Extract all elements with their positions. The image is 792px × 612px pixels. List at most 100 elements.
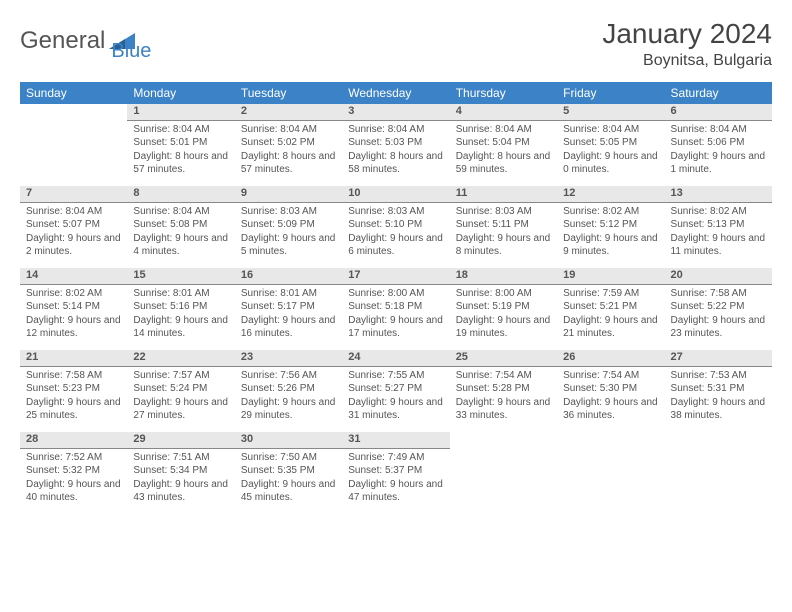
sunrise-line: Sunrise: 7:59 AM (563, 287, 658, 301)
daylight-line: Daylight: 9 hours and 23 minutes. (671, 314, 766, 341)
day-number-cell: 10 (342, 186, 449, 202)
sunrise-line: Sunrise: 8:02 AM (671, 205, 766, 219)
sunrise-line: Sunrise: 8:04 AM (133, 205, 228, 219)
day-content-cell (450, 448, 557, 514)
day-content-row: Sunrise: 7:58 AMSunset: 5:23 PMDaylight:… (20, 366, 772, 432)
day-content-row: Sunrise: 7:52 AMSunset: 5:32 PMDaylight:… (20, 448, 772, 514)
day-number-cell: 23 (235, 350, 342, 366)
day-content-cell: Sunrise: 7:57 AMSunset: 5:24 PMDaylight:… (127, 366, 234, 432)
daylight-line: Daylight: 9 hours and 29 minutes. (241, 396, 336, 423)
day-number-cell: 4 (450, 104, 557, 120)
daylight-line: Daylight: 9 hours and 0 minutes. (563, 150, 658, 177)
day-content-cell: Sunrise: 8:04 AMSunset: 5:04 PMDaylight:… (450, 120, 557, 186)
sunrise-line: Sunrise: 8:00 AM (456, 287, 551, 301)
day-content-cell: Sunrise: 8:04 AMSunset: 5:08 PMDaylight:… (127, 202, 234, 268)
day-number-cell: 14 (20, 268, 127, 284)
daylight-line: Daylight: 8 hours and 59 minutes. (456, 150, 551, 177)
daylight-line: Daylight: 9 hours and 47 minutes. (348, 478, 443, 505)
sunrise-line: Sunrise: 8:04 AM (456, 123, 551, 137)
day-content-cell: Sunrise: 7:56 AMSunset: 5:26 PMDaylight:… (235, 366, 342, 432)
day-content-cell: Sunrise: 7:58 AMSunset: 5:22 PMDaylight:… (665, 284, 772, 350)
sunrise-line: Sunrise: 7:54 AM (456, 369, 551, 383)
calendar-table: Sunday Monday Tuesday Wednesday Thursday… (20, 82, 772, 514)
day-number-cell: 19 (557, 268, 664, 284)
day-content-cell: Sunrise: 8:03 AMSunset: 5:11 PMDaylight:… (450, 202, 557, 268)
sunset-line: Sunset: 5:16 PM (133, 300, 228, 314)
sunset-line: Sunset: 5:35 PM (241, 464, 336, 478)
day-content-cell: Sunrise: 8:03 AMSunset: 5:09 PMDaylight:… (235, 202, 342, 268)
daylight-line: Daylight: 9 hours and 1 minute. (671, 150, 766, 177)
day-number-cell: 28 (20, 432, 127, 448)
day-number-cell: 24 (342, 350, 449, 366)
day-content-cell: Sunrise: 8:04 AMSunset: 5:01 PMDaylight:… (127, 120, 234, 186)
sunrise-line: Sunrise: 7:56 AM (241, 369, 336, 383)
day-content-cell (20, 120, 127, 186)
day-number-cell (665, 432, 772, 448)
day-number-cell: 29 (127, 432, 234, 448)
sunrise-line: Sunrise: 8:03 AM (241, 205, 336, 219)
daylight-line: Daylight: 9 hours and 4 minutes. (133, 232, 228, 259)
day-content-cell: Sunrise: 8:04 AMSunset: 5:05 PMDaylight:… (557, 120, 664, 186)
day-content-cell: Sunrise: 7:59 AMSunset: 5:21 PMDaylight:… (557, 284, 664, 350)
sunrise-line: Sunrise: 8:04 AM (133, 123, 228, 137)
sunrise-line: Sunrise: 7:58 AM (26, 369, 121, 383)
daylight-line: Daylight: 9 hours and 8 minutes. (456, 232, 551, 259)
day-number-cell: 22 (127, 350, 234, 366)
day-number-cell: 20 (665, 268, 772, 284)
sunset-line: Sunset: 5:10 PM (348, 218, 443, 232)
sunrise-line: Sunrise: 7:49 AM (348, 451, 443, 465)
sunset-line: Sunset: 5:26 PM (241, 382, 336, 396)
sunset-line: Sunset: 5:31 PM (671, 382, 766, 396)
day-number-cell: 16 (235, 268, 342, 284)
daylight-line: Daylight: 9 hours and 5 minutes. (241, 232, 336, 259)
sunset-line: Sunset: 5:28 PM (456, 382, 551, 396)
day-number-row: 14151617181920 (20, 268, 772, 284)
logo: General Blue (20, 18, 151, 63)
sunset-line: Sunset: 5:18 PM (348, 300, 443, 314)
sunset-line: Sunset: 5:05 PM (563, 136, 658, 150)
location: Boynitsa, Bulgaria (602, 52, 772, 70)
day-number-cell: 5 (557, 104, 664, 120)
daylight-line: Daylight: 9 hours and 2 minutes. (26, 232, 121, 259)
col-friday: Friday (557, 82, 664, 104)
day-content-cell: Sunrise: 7:54 AMSunset: 5:30 PMDaylight:… (557, 366, 664, 432)
sunset-line: Sunset: 5:27 PM (348, 382, 443, 396)
day-number-row: 78910111213 (20, 186, 772, 202)
day-number-cell (20, 104, 127, 120)
day-content-cell: Sunrise: 8:04 AMSunset: 5:07 PMDaylight:… (20, 202, 127, 268)
sunrise-line: Sunrise: 8:04 AM (671, 123, 766, 137)
sunset-line: Sunset: 5:11 PM (456, 218, 551, 232)
day-content-cell: Sunrise: 7:53 AMSunset: 5:31 PMDaylight:… (665, 366, 772, 432)
daylight-line: Daylight: 9 hours and 16 minutes. (241, 314, 336, 341)
sunset-line: Sunset: 5:01 PM (133, 136, 228, 150)
day-number-cell: 15 (127, 268, 234, 284)
day-number-cell: 25 (450, 350, 557, 366)
day-number-cell: 2 (235, 104, 342, 120)
day-content-cell: Sunrise: 7:52 AMSunset: 5:32 PMDaylight:… (20, 448, 127, 514)
day-number-cell: 8 (127, 186, 234, 202)
title-block: January 2024 Boynitsa, Bulgaria (602, 18, 772, 70)
daylight-line: Daylight: 9 hours and 11 minutes. (671, 232, 766, 259)
day-content-cell: Sunrise: 7:51 AMSunset: 5:34 PMDaylight:… (127, 448, 234, 514)
daylight-line: Daylight: 9 hours and 25 minutes. (26, 396, 121, 423)
sunrise-line: Sunrise: 7:54 AM (563, 369, 658, 383)
col-tuesday: Tuesday (235, 82, 342, 104)
sunrise-line: Sunrise: 8:01 AM (241, 287, 336, 301)
sunrise-line: Sunrise: 8:04 AM (563, 123, 658, 137)
day-content-cell: Sunrise: 8:00 AMSunset: 5:19 PMDaylight:… (450, 284, 557, 350)
logo-text-blue: Blue (111, 40, 151, 63)
col-sunday: Sunday (20, 82, 127, 104)
day-content-cell: Sunrise: 7:50 AMSunset: 5:35 PMDaylight:… (235, 448, 342, 514)
daylight-line: Daylight: 9 hours and 14 minutes. (133, 314, 228, 341)
sunrise-line: Sunrise: 8:04 AM (26, 205, 121, 219)
day-content-cell: Sunrise: 7:58 AMSunset: 5:23 PMDaylight:… (20, 366, 127, 432)
sunset-line: Sunset: 5:04 PM (456, 136, 551, 150)
logo-text-general: General (20, 27, 105, 55)
sunset-line: Sunset: 5:24 PM (133, 382, 228, 396)
day-content-cell: Sunrise: 8:01 AMSunset: 5:16 PMDaylight:… (127, 284, 234, 350)
sunrise-line: Sunrise: 7:58 AM (671, 287, 766, 301)
day-content-row: Sunrise: 8:04 AMSunset: 5:07 PMDaylight:… (20, 202, 772, 268)
day-number-cell (450, 432, 557, 448)
sunset-line: Sunset: 5:14 PM (26, 300, 121, 314)
day-number-cell: 6 (665, 104, 772, 120)
